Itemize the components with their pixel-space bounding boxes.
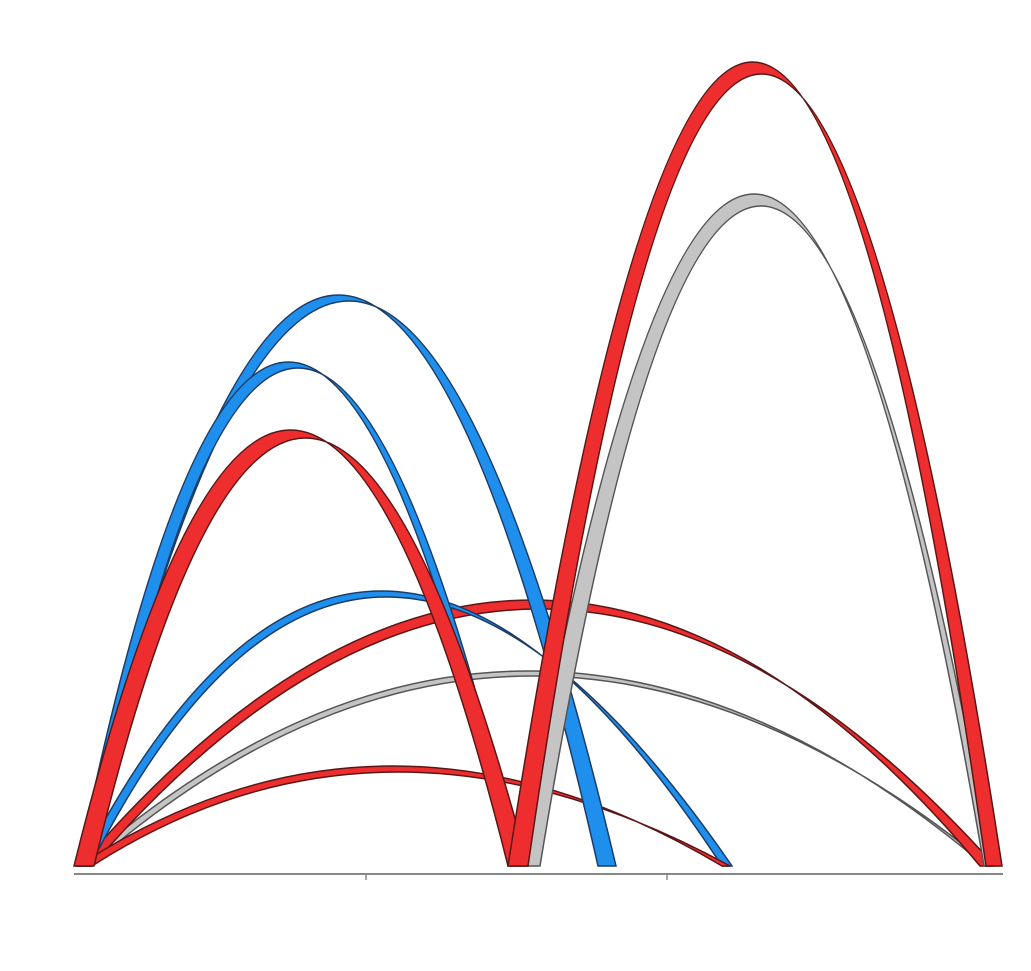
arc-red-tall-right <box>507 61 1003 867</box>
arc-red-low <box>75 765 731 867</box>
arc-blue-wide <box>78 590 734 867</box>
